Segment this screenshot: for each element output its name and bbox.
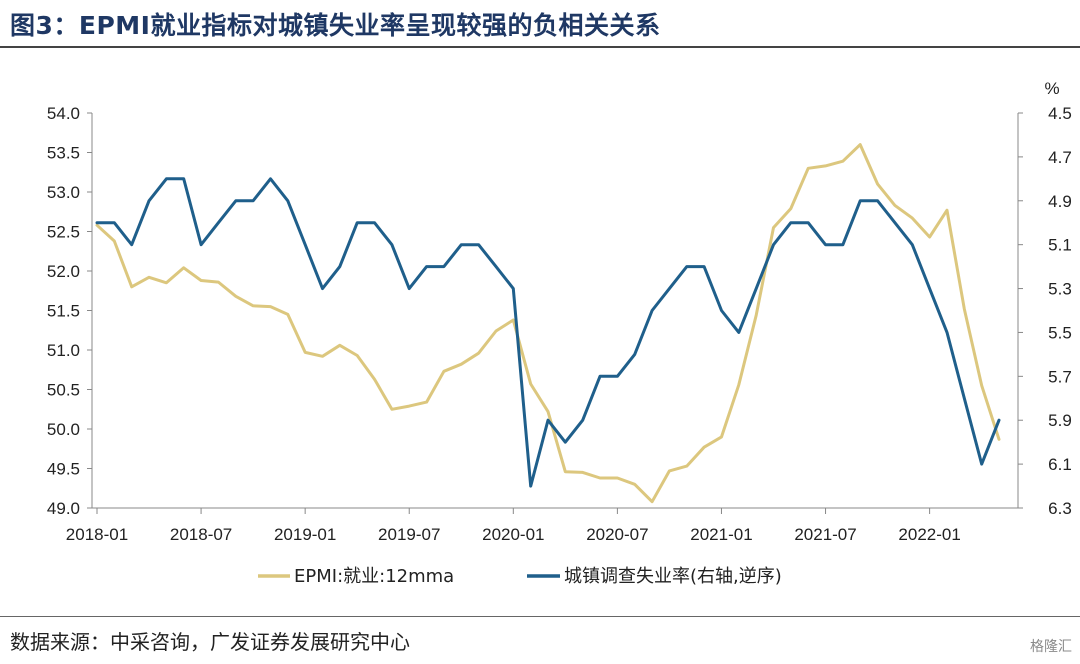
source-note: 数据来源：中采咨询，广发证券发展研究中心	[10, 630, 410, 654]
series-line-unemployment	[95, 177, 1001, 488]
plot-area	[91, 113, 1019, 509]
right-tick-label: 4.7	[1048, 148, 1072, 167]
right-tick-label: 4.5	[1048, 104, 1072, 123]
line-chart: 54.0 53.5 53.0 52.5 52.0 51.5 51.0 50.5 50.0 49.5…	[47, 79, 1072, 587]
x-tick-label: 2018-01	[66, 525, 128, 544]
right-tick-label: 5.9	[1048, 411, 1072, 430]
title-divider	[0, 46, 1080, 48]
x-tick-label: 2020-01	[482, 525, 544, 544]
left-tick-label: 53.0	[47, 183, 80, 202]
left-tick-label: 51.5	[47, 302, 80, 321]
x-tick-label: 2020-07	[586, 525, 648, 544]
x-tick-label: 2021-01	[690, 525, 752, 544]
right-tick-label: 5.1	[1048, 236, 1072, 255]
right-tick-label: 6.3	[1048, 499, 1072, 518]
chart-title: 图3：EPMI就业指标对城镇失业率呈现较强的负相关关系	[10, 11, 661, 40]
left-tick-label: 51.0	[47, 341, 80, 360]
left-tick-label: 50.0	[47, 420, 80, 439]
right-axis-unit: %	[1044, 79, 1059, 98]
x-tick-label: 2021-07	[794, 525, 856, 544]
x-tick-label: 2019-07	[378, 525, 440, 544]
legend-label-unemployment: 城镇调查失业率(右轴,逆序)	[564, 566, 782, 587]
right-axis-ticks: 4.5 4.7 4.9 5.1 5.3 5.5 5.7 5.9 6.1 6.3	[1018, 104, 1072, 518]
watermark: 格隆汇	[1030, 639, 1072, 655]
left-tick-label: 52.0	[47, 262, 80, 281]
right-tick-label: 6.1	[1048, 455, 1072, 474]
right-tick-label: 5.3	[1048, 280, 1072, 299]
x-tick-label: 2018-07	[170, 525, 232, 544]
series-line-epmi	[95, 143, 1001, 504]
left-tick-label: 52.5	[47, 223, 80, 242]
right-tick-label: 5.5	[1048, 323, 1072, 342]
left-tick-label: 54.0	[47, 104, 80, 123]
left-tick-label: 50.5	[47, 381, 80, 400]
left-tick-label: 49.0	[47, 499, 80, 518]
left-axis-ticks: 54.0 53.5 53.0 52.5 52.0 51.5 51.0 50.5 50.0 49.5…	[47, 104, 92, 518]
legend-label-epmi: EPMI:就业:12mma	[294, 566, 454, 587]
x-axis-ticks: 2018-01 2018-07 2019-01 2019-07 2020-01 2020-…	[66, 508, 961, 544]
left-tick-label: 49.5	[47, 460, 80, 479]
left-tick-label: 53.5	[47, 144, 80, 163]
right-tick-label: 5.7	[1048, 367, 1072, 386]
footer-divider	[0, 616, 1080, 617]
x-tick-label: 2019-01	[274, 525, 336, 544]
series-layer	[95, 143, 1001, 504]
x-tick-label: 2022-01	[898, 525, 960, 544]
legend: EPMI:就业:12mma 城镇调查失业率(右轴,逆序)	[258, 566, 782, 587]
right-tick-label: 4.9	[1048, 192, 1072, 211]
